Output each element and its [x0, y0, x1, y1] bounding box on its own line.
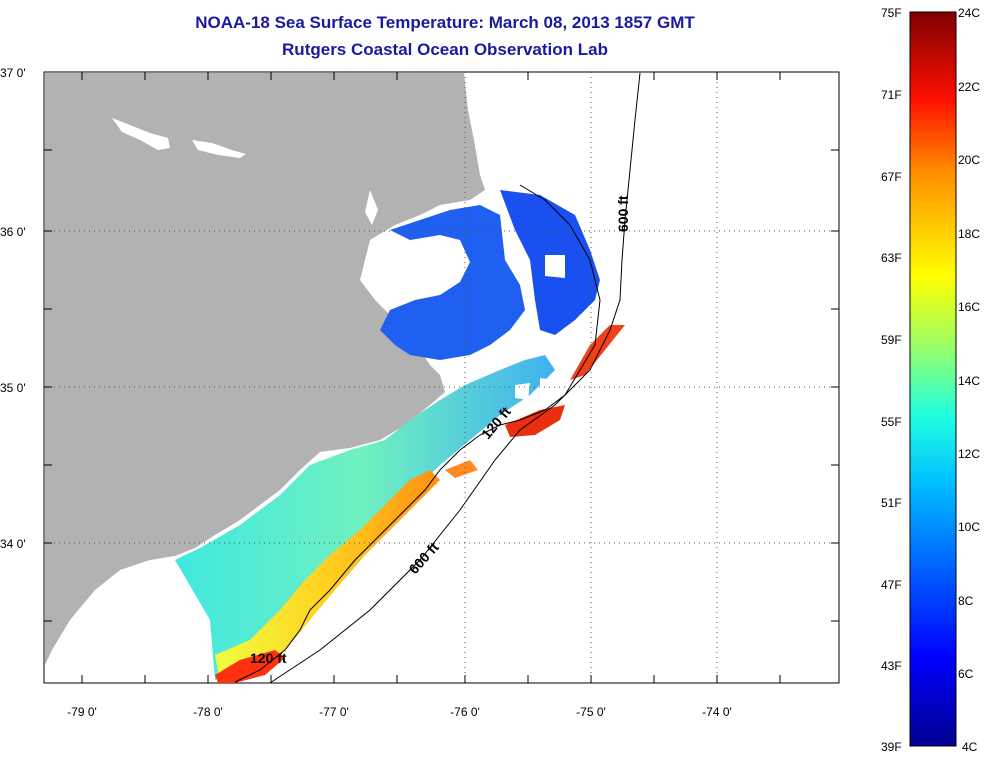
svg-text:8C: 8C — [958, 594, 974, 608]
svg-text:55F: 55F — [881, 415, 902, 429]
svg-text:71F: 71F — [881, 88, 902, 102]
svg-text:67F: 67F — [881, 170, 902, 184]
svg-text:6C: 6C — [958, 667, 974, 681]
map-title: NOAA-18 Sea Surface Temperature: March 0… — [195, 13, 695, 32]
lon-label-76: -76 0' — [450, 705, 480, 719]
lat-label-36: 36 0' — [0, 225, 26, 239]
lat-label-35: 35 0' — [0, 381, 26, 395]
lat-label-34: 34 0' — [0, 537, 26, 551]
svg-text:39F: 39F — [881, 740, 902, 754]
contour-label-120ft-south: 120 ft — [250, 650, 287, 666]
contour-120ft-line — [234, 184, 601, 683]
svg-text:51F: 51F — [881, 496, 902, 510]
lon-label-78: -78 0' — [193, 705, 223, 719]
grid-lines — [44, 72, 839, 683]
colorbar-c-labels: 24C 22C 20C 18C 16C 14C 12C 10C 8C 6C 4C — [958, 6, 980, 754]
svg-text:22C: 22C — [958, 80, 980, 94]
inland-lakes — [112, 118, 170, 150]
svg-text:63F: 63F — [881, 251, 902, 265]
svg-text:24C: 24C — [958, 6, 980, 20]
svg-text:10C: 10C — [958, 520, 980, 534]
svg-text:14C: 14C — [958, 374, 980, 388]
sst-coastal-water — [175, 355, 555, 680]
colorbar-f-labels: 75F 71F 67F 63F 59F 55F 51F 47F 43F 39F — [881, 6, 902, 754]
svg-text:18C: 18C — [958, 227, 980, 241]
svg-text:16C: 16C — [958, 300, 980, 314]
sound-water — [380, 205, 525, 360]
contour-600ft-line — [269, 72, 641, 684]
lon-label-75: -75 0' — [576, 705, 606, 719]
lon-label-74: -74 0' — [702, 705, 732, 719]
svg-text:20C: 20C — [958, 153, 980, 167]
svg-text:59F: 59F — [881, 333, 902, 347]
lon-label-79: -79 0' — [67, 705, 97, 719]
sst-warm-water — [215, 470, 440, 682]
lat-label-37: 37 0' — [0, 66, 26, 80]
lon-label-77: -77 0' — [319, 705, 349, 719]
svg-text:4C: 4C — [962, 740, 978, 754]
svg-text:47F: 47F — [881, 578, 902, 592]
map-subtitle: Rutgers Coastal Ocean Observation Lab — [282, 40, 608, 59]
svg-text:43F: 43F — [881, 659, 902, 673]
svg-text:12C: 12C — [958, 447, 980, 461]
contour-label-600ft-north: 600 ft — [615, 195, 631, 232]
svg-text:75F: 75F — [881, 6, 902, 20]
land-mass — [45, 73, 485, 665]
colorbar — [909, 11, 957, 747]
axis-ticks — [44, 71, 839, 683]
